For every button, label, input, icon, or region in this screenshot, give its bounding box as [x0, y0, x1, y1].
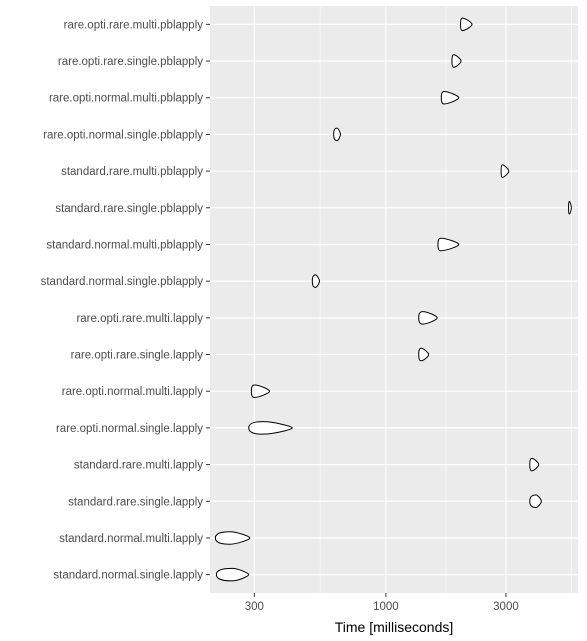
plot-panel — [210, 6, 578, 593]
violin-rare.opti.normal.multi.pblapply — [440, 90, 460, 105]
violin-standard.normal.single.pblapply — [311, 274, 321, 288]
violin-standard.normal.multi.lapply — [214, 531, 251, 545]
y-tick-label: standard.rare.multi.pblapply — [61, 166, 203, 178]
grid-layer — [210, 6, 578, 593]
x-tick-label: 300 — [245, 601, 264, 613]
violin-rare.opti.normal.single.lapply — [248, 421, 293, 435]
x-tick-label: 1000 — [373, 601, 399, 613]
violin-rare.opti.rare.single.lapply — [418, 347, 430, 362]
y-tick-label: rare.opti.normal.single.lapply — [56, 423, 203, 435]
violin-rare.opti.rare.multi.lapply — [418, 311, 438, 325]
y-tick-label: rare.opti.normal.multi.pblapply — [49, 93, 203, 105]
y-tick-label: standard.normal.single.pblapply — [41, 276, 204, 288]
violin-standard.rare.single.lapply — [529, 494, 542, 509]
x-tick-label: 3000 — [493, 601, 519, 613]
y-tick-label: rare.opti.normal.multi.lapply — [62, 386, 204, 398]
x-axis-title: Time [milliseconds] — [335, 619, 454, 635]
violin-standard.rare.multi.pblapply — [500, 164, 510, 178]
y-tick-label: rare.opti.normal.single.pblapply — [43, 129, 203, 141]
violin-standard.rare.multi.lapply — [529, 457, 540, 472]
violin-standard.normal.single.lapply — [215, 567, 250, 582]
y-tick-label: standard.rare.multi.lapply — [74, 460, 203, 472]
violin-rare.opti.rare.single.pblapply — [451, 54, 462, 68]
violin-rare.opti.normal.multi.lapply — [250, 384, 271, 398]
y-tick-label: standard.rare.single.pblapply — [55, 203, 203, 215]
y-tick-label: rare.opti.rare.multi.lapply — [76, 313, 203, 325]
violin-standard.normal.multi.pblapply — [437, 237, 460, 252]
violin-layer — [214, 17, 572, 582]
violin-rare.opti.normal.single.pblapply — [333, 127, 341, 142]
y-tick-label: rare.opti.rare.multi.pblapply — [64, 19, 204, 31]
y-tick-label: rare.opti.rare.single.pblapply — [58, 56, 203, 68]
violin-rare.opti.rare.multi.pblapply — [460, 17, 473, 32]
y-tick-label: standard.normal.multi.pblapply — [46, 239, 203, 251]
y-tick-label: rare.opti.rare.single.lapply — [71, 350, 204, 362]
y-tick-label: standard.normal.single.lapply — [53, 570, 203, 582]
violin-standard.rare.single.pblapply — [568, 201, 572, 215]
y-tick-label: standard.rare.single.lapply — [68, 496, 203, 508]
axis-layer: 300 1000 3000 rare.opti.rare.multi.pblapply… — [41, 19, 519, 613]
y-tick-label: standard.normal.multi.lapply — [59, 533, 203, 545]
